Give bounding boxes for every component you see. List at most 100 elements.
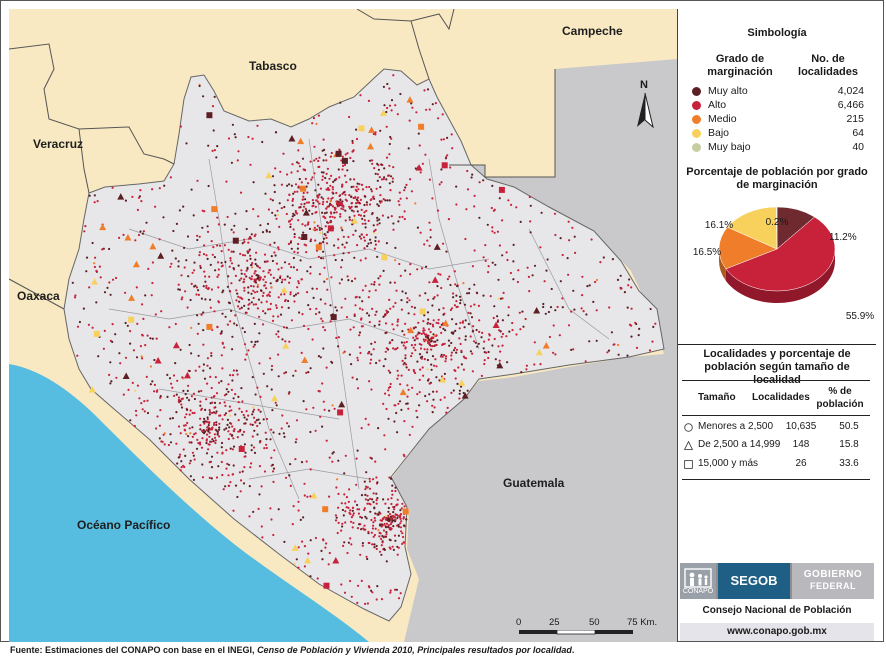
locality-dot [442,327,445,330]
locality-dot [395,411,398,415]
locality-dot [201,463,204,466]
locality-dot [221,451,224,454]
locality-dot [279,313,283,316]
locality-dot [237,395,240,398]
locality-dot [584,360,587,363]
locality-dot [349,579,352,583]
locality-dot [320,242,323,245]
locality-dot [240,387,243,390]
locality-dot [295,438,298,441]
locality-dot [316,200,319,203]
locality-dot [111,323,114,326]
locality-dot [198,235,201,238]
locality-dot [377,204,380,207]
locality-dot [321,211,324,214]
locality-dot [428,393,431,396]
locality-dot [336,202,339,205]
locality-dot [314,189,317,192]
locality-dot [227,248,230,251]
locality-dot [241,242,244,245]
locality-dot [442,138,445,141]
locality-dot [425,351,429,354]
locality-triangle [291,544,299,551]
locality-dot [328,551,331,555]
locality-dot [231,434,234,437]
legend-row-alto: Alto 6,466 [692,99,882,112]
locality-dot [182,389,185,392]
locality-dot [108,247,111,251]
locality-dot [238,407,241,410]
locality-dot [346,169,349,172]
locality-dot [336,200,339,203]
locality-dot [334,207,337,210]
locality-dot [139,189,142,192]
locality-dot [373,324,376,327]
locality-dot [326,200,329,203]
locality-dot [180,398,183,401]
locality-dot [384,518,387,521]
pie-label-muy-bajo: 0.2% [766,217,789,228]
locality-dot [337,459,340,462]
locality-dot [363,219,366,222]
locality-dot [507,306,510,309]
locality-dot [403,333,406,336]
locality-dot [365,201,368,204]
locality-dot [389,341,392,344]
locality-dot [529,231,532,234]
locality-dot [401,215,404,218]
locality-dot [270,456,273,459]
locality-dot [431,103,434,106]
locality-dot [306,495,309,498]
locality-dot [374,512,377,515]
locality-dot [175,411,178,414]
locality-dot [505,251,508,254]
locality-dot [311,176,314,179]
locality-dot [351,139,354,143]
locality-dot [371,498,374,501]
locality-dot [368,314,371,317]
locality-dot [211,253,214,256]
north-arrow-icon [637,93,654,129]
locality-dot [300,461,304,464]
locality-dot [280,427,283,430]
locality-dot [303,482,306,485]
locality-dot [193,458,196,461]
locality-dot [418,378,421,381]
locality-dot [201,209,204,212]
locality-dot [216,244,219,247]
locality-dot [309,575,312,578]
locality-dot [265,443,268,446]
locality-dot [184,424,187,427]
locality-dot [404,292,407,295]
locality-dot [507,314,510,317]
locality-dot [355,128,358,131]
locality-dot [517,269,520,272]
locality-dot [344,454,347,457]
locality-dot [282,432,285,435]
locality-dot [118,236,121,239]
website-link[interactable]: www.conapo.gob.mx [680,623,874,641]
locality-dot [404,186,407,189]
locality-dot [325,159,328,162]
locality-dot [389,515,392,518]
row-pct: 33.6 [839,458,859,469]
locality-dot [221,473,224,477]
locality-dot [446,154,449,157]
legend-row-muy-bajo: Muy bajo 40 [692,141,882,154]
pie-label-bajo: 16.1% [705,220,733,231]
locality-dot [397,546,400,549]
locality-dot [382,498,385,501]
locality-dot [235,289,238,292]
locality-dot [232,250,235,253]
locality-dot [294,441,297,444]
locality-dot [138,397,141,400]
locality-dot [288,262,291,266]
locality-dot [455,322,458,326]
locality-dot [325,242,329,245]
locality-dot [280,281,283,284]
locality-dot [139,345,142,348]
locality-dot [496,319,500,322]
locality-dot [394,301,397,305]
locality-dot [422,320,425,323]
locality-dot [193,411,196,415]
